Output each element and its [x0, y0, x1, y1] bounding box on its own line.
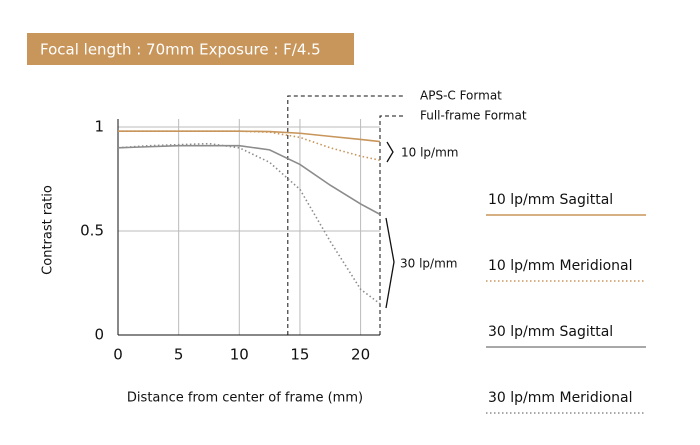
format-line: [287, 95, 405, 335]
series-line: [118, 130, 381, 162]
legend-label: 10 lp/mm Sagittal: [488, 192, 613, 208]
x-axis-label: Distance from center of frame (mm): [127, 391, 363, 406]
x-tick-label: 10: [230, 346, 249, 364]
series-line: [118, 130, 381, 143]
y-tick-label: 0.5: [80, 222, 104, 240]
y-tick-label: 1: [94, 118, 104, 136]
annotation: 10 lp/mm: [401, 146, 458, 160]
legend-label: 10 lp/mm Meridional: [488, 258, 633, 274]
series-line: [117, 144, 381, 216]
bracket: [386, 141, 394, 163]
format-line: [379, 115, 405, 335]
format-label: APS-C Format: [420, 89, 502, 103]
x-tick-label: 5: [174, 346, 184, 364]
legend-label: 30 lp/mm Sagittal: [488, 324, 613, 340]
y-tick-label: 0: [94, 326, 104, 344]
bracket: [385, 217, 395, 309]
x-tick-label: 0: [113, 346, 123, 364]
series-line: [117, 142, 381, 305]
legend-label: 30 lp/mm Meridional: [488, 390, 633, 406]
format-label: Full-frame Format: [420, 109, 527, 123]
header-box: [27, 33, 354, 65]
y-axis-label: Contrast ratio: [41, 185, 56, 275]
x-tick-label: 20: [351, 346, 370, 364]
x-tick-label: 15: [290, 346, 309, 364]
annotation: 30 lp/mm: [400, 257, 457, 271]
header-title: Focal length : 70mm Exposure : F/4.5: [40, 41, 321, 59]
